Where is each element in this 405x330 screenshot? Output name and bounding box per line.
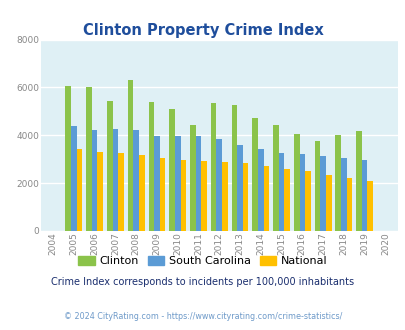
Bar [325, 176, 331, 231]
Bar [237, 145, 242, 231]
Bar [77, 149, 82, 231]
Bar [128, 80, 133, 231]
Text: © 2024 CityRating.com - https://www.cityrating.com/crime-statistics/: © 2024 CityRating.com - https://www.city… [64, 312, 341, 321]
Bar [133, 130, 139, 231]
Bar [65, 85, 71, 231]
Bar [97, 152, 103, 231]
Bar [299, 154, 305, 231]
Bar [252, 118, 257, 231]
Bar [305, 171, 310, 231]
Legend: Clinton, South Carolina, National: Clinton, South Carolina, National [74, 251, 331, 271]
Bar [263, 166, 269, 231]
Bar [278, 153, 284, 231]
Bar [231, 105, 237, 231]
Bar [71, 126, 77, 231]
Bar [361, 160, 367, 231]
Bar [180, 160, 185, 231]
Bar [257, 149, 263, 231]
Bar [107, 101, 112, 231]
Bar [293, 134, 299, 231]
Bar [159, 158, 165, 231]
Bar [355, 131, 361, 231]
Bar [335, 135, 340, 231]
Text: Clinton Property Crime Index: Clinton Property Crime Index [83, 23, 322, 38]
Bar [314, 141, 320, 231]
Bar [273, 125, 278, 231]
Bar [92, 130, 97, 231]
Bar [118, 153, 124, 231]
Bar [154, 136, 159, 231]
Bar [148, 102, 154, 231]
Bar [367, 181, 372, 231]
Bar [86, 87, 92, 231]
Bar [195, 136, 201, 231]
Bar [139, 155, 144, 231]
Bar [242, 163, 248, 231]
Bar [201, 161, 207, 231]
Bar [169, 110, 175, 231]
Bar [346, 178, 352, 231]
Bar [175, 137, 180, 231]
Bar [340, 158, 346, 231]
Bar [222, 162, 227, 231]
Text: Crime Index corresponds to incidents per 100,000 inhabitants: Crime Index corresponds to incidents per… [51, 277, 354, 287]
Bar [320, 156, 325, 231]
Bar [284, 169, 289, 231]
Bar [210, 103, 216, 231]
Bar [216, 139, 222, 231]
Bar [112, 129, 118, 231]
Bar [190, 125, 195, 231]
